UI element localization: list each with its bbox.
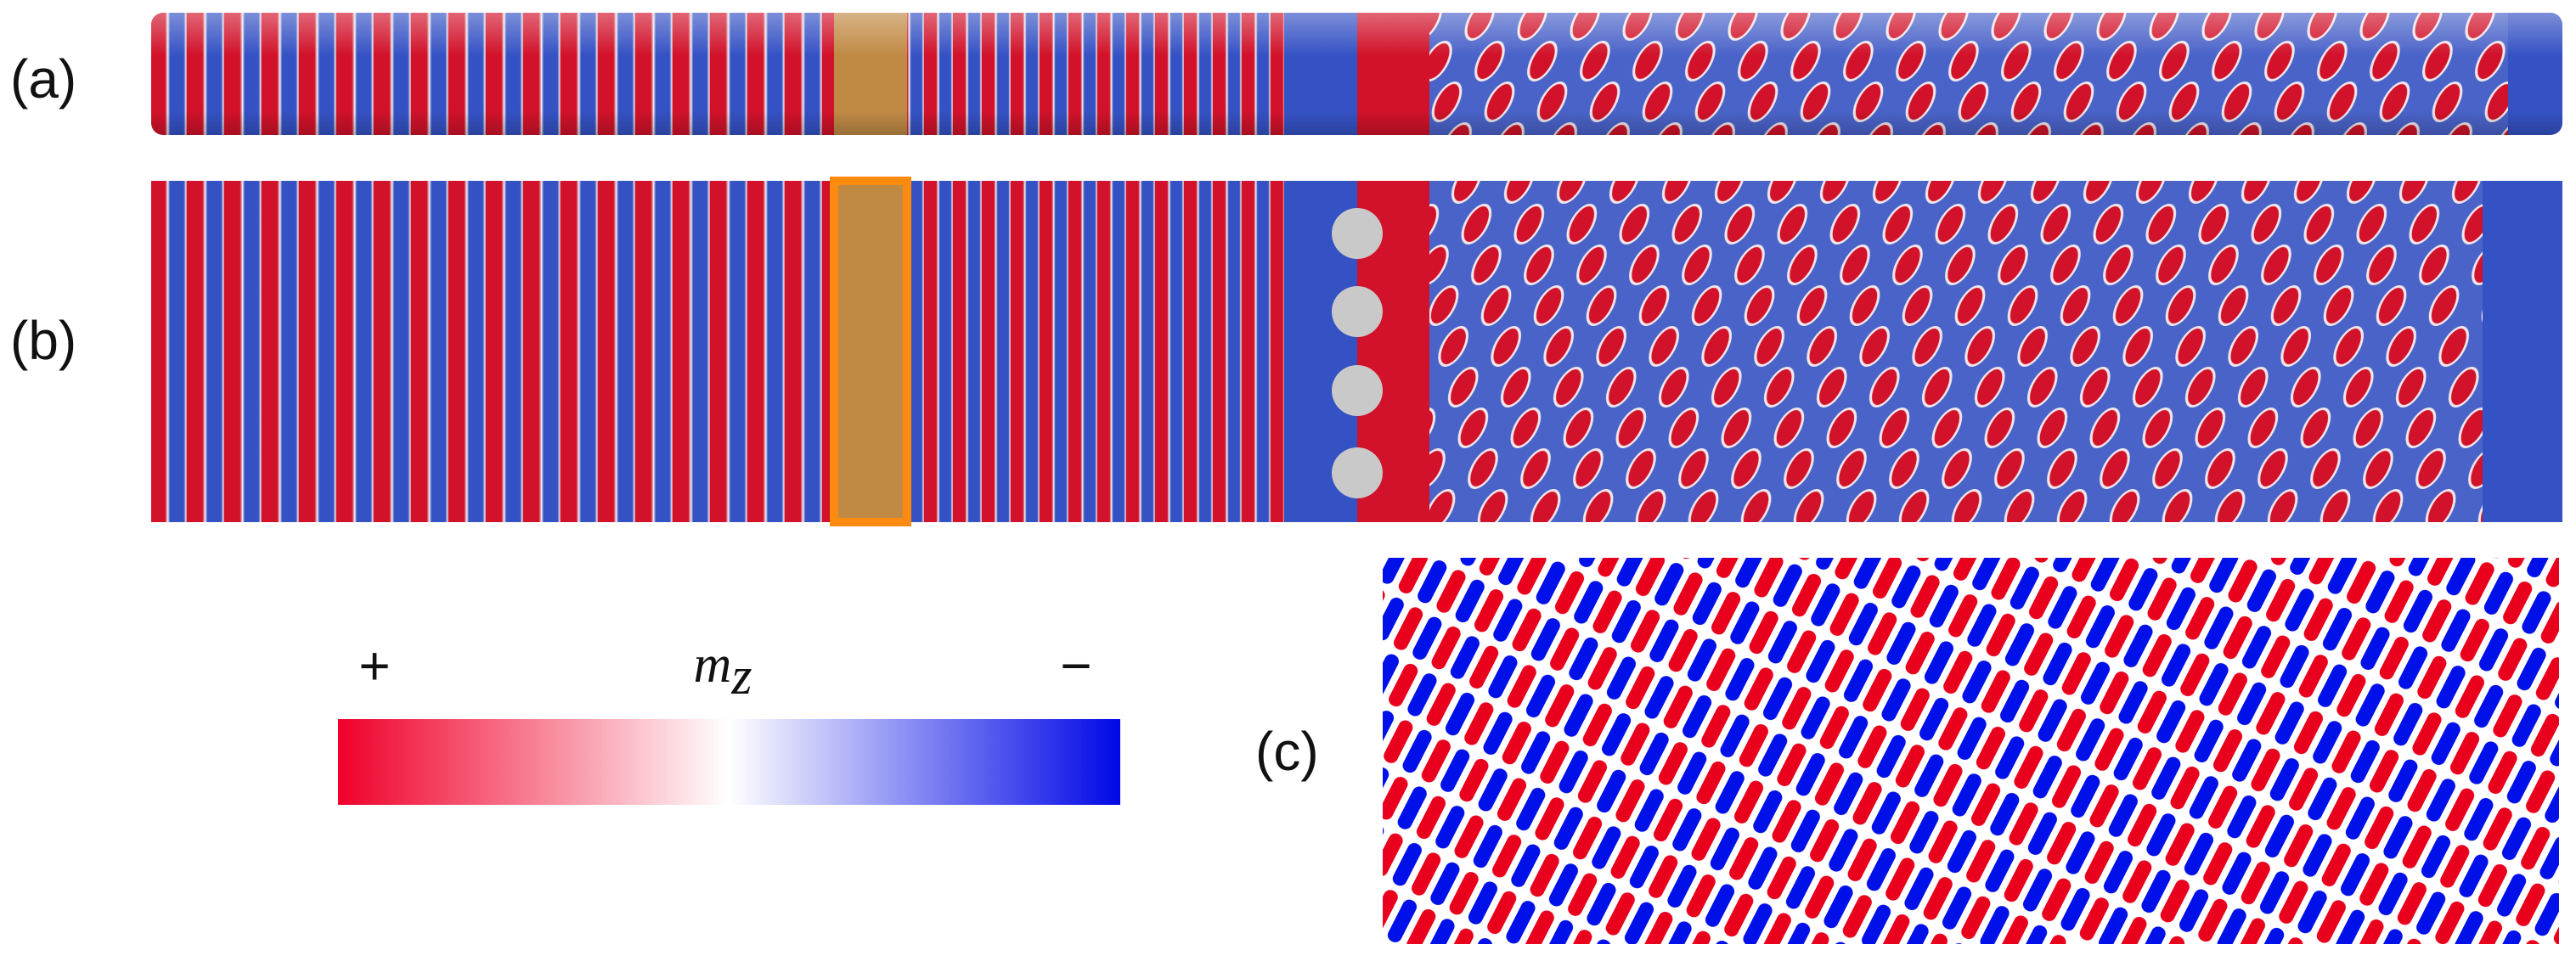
defect	[1332, 365, 1383, 416]
colorbar	[338, 719, 1120, 805]
pattern-panel	[1383, 558, 2559, 944]
colorbar-label: mz	[694, 636, 753, 706]
domain-blue	[2483, 181, 2562, 522]
panel-label: (b)	[10, 310, 76, 371]
symbol: m	[694, 636, 732, 694]
subscript: z	[730, 648, 752, 706]
defect	[1332, 447, 1383, 498]
stripe-region	[907, 181, 1284, 522]
panel-label: (a)	[10, 48, 76, 110]
strip	[151, 177, 2562, 526]
marker-band	[830, 177, 911, 526]
defect	[1332, 286, 1383, 337]
colorbar-plus: +	[358, 635, 390, 696]
colorbar-minus: −	[1060, 635, 1091, 696]
shading	[151, 13, 2562, 135]
tube	[151, 13, 2562, 135]
defect	[1332, 208, 1383, 259]
blob-region	[1429, 181, 2483, 522]
panel-label: (c)	[1255, 721, 1319, 782]
